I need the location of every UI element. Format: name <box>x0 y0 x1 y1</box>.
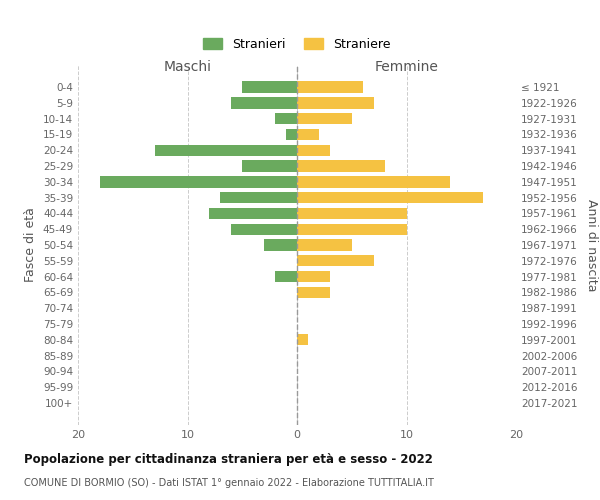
Bar <box>297 97 374 108</box>
Bar <box>297 286 330 298</box>
Bar <box>297 224 407 235</box>
Bar <box>297 271 330 282</box>
Legend: Stranieri, Straniere: Stranieri, Straniere <box>197 32 397 57</box>
Bar <box>264 240 297 250</box>
Text: COMUNE DI BORMIO (SO) - Dati ISTAT 1° gennaio 2022 - Elaborazione TUTTITALIA.IT: COMUNE DI BORMIO (SO) - Dati ISTAT 1° ge… <box>24 478 434 488</box>
Bar <box>220 192 297 203</box>
Bar <box>232 97 297 108</box>
Bar <box>297 192 483 203</box>
Text: Maschi: Maschi <box>163 60 212 74</box>
Y-axis label: Fasce di età: Fasce di età <box>25 208 37 282</box>
Bar <box>286 128 297 140</box>
Bar <box>242 82 297 92</box>
Text: Femmine: Femmine <box>374 60 439 74</box>
Bar <box>297 334 308 345</box>
Bar <box>275 113 297 124</box>
Bar <box>100 176 297 188</box>
Bar <box>242 160 297 172</box>
Bar <box>297 240 352 250</box>
Text: Popolazione per cittadinanza straniera per età e sesso - 2022: Popolazione per cittadinanza straniera p… <box>24 452 433 466</box>
Bar <box>232 224 297 235</box>
Bar <box>209 208 297 219</box>
Bar <box>297 208 407 219</box>
Bar <box>275 271 297 282</box>
Bar <box>297 113 352 124</box>
Bar <box>297 176 450 188</box>
Bar <box>297 255 374 266</box>
Y-axis label: Anni di nascita: Anni di nascita <box>584 198 598 291</box>
Bar <box>297 160 385 172</box>
Bar <box>297 82 362 92</box>
Bar <box>297 128 319 140</box>
Bar <box>155 144 297 156</box>
Bar <box>297 144 330 156</box>
